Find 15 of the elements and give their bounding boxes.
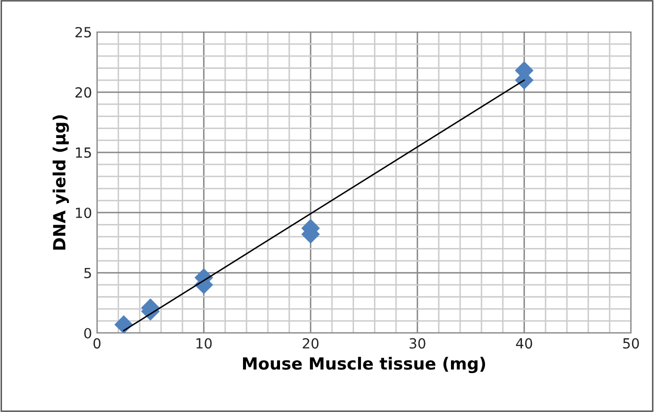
x-tick-label: 40	[516, 338, 532, 349]
y-tick-label: 15	[76, 148, 91, 158]
x-tick-label: 50	[623, 338, 639, 349]
y-tick-label: 25	[75, 26, 91, 38]
x-tick-label: 30	[410, 338, 426, 349]
x-tick-label: 10	[196, 338, 212, 349]
y-tick-label: 5	[84, 268, 91, 278]
y-axis-title: DNA yield (µg)	[52, 115, 69, 250]
y-tick-label: 10	[76, 208, 92, 218]
x-tick-label: 20	[302, 338, 319, 349]
y-tick-label: 0	[84, 328, 92, 338]
y-tick-label: 20	[75, 87, 92, 98]
x-axis-title: Mouse Muscle tissue (mg)	[243, 356, 486, 374]
point	[114, 315, 134, 333]
x-tick-label: 0	[93, 338, 100, 349]
